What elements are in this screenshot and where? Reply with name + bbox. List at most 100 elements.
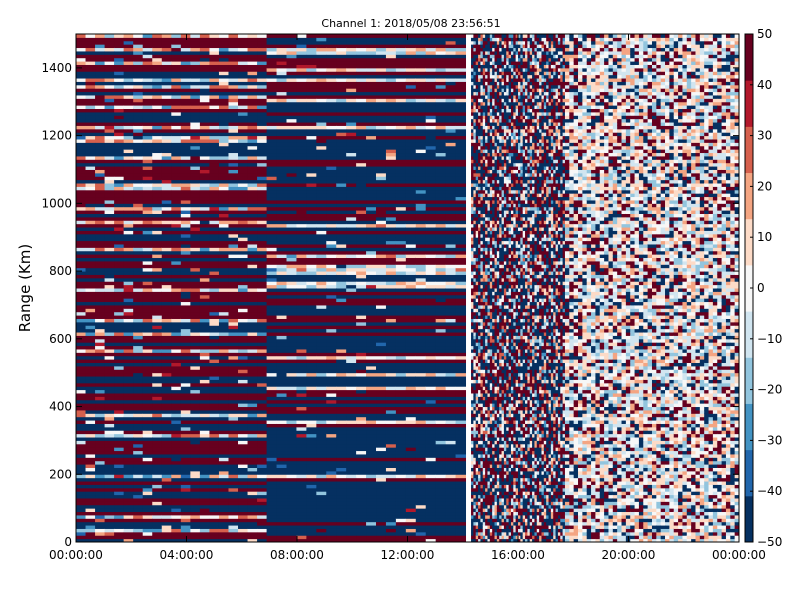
heatmap-cell xyxy=(238,220,248,224)
heatmap-cell xyxy=(248,295,258,299)
heatmap-cell xyxy=(124,318,134,322)
heatmap-cell xyxy=(219,44,229,48)
heatmap-cell xyxy=(190,440,200,444)
heatmap-cell xyxy=(267,237,277,241)
heatmap-cell xyxy=(152,305,162,309)
heatmap-cell xyxy=(143,125,153,129)
heatmap-cell xyxy=(152,474,162,478)
heatmap-cell xyxy=(105,227,115,231)
heatmap-cell xyxy=(143,251,153,255)
heatmap-cell xyxy=(356,203,366,207)
heatmap-cell xyxy=(366,434,376,438)
heatmap-cell xyxy=(152,234,162,238)
heatmap-cell xyxy=(219,119,229,123)
heatmap-cell xyxy=(219,220,229,224)
heatmap-cell xyxy=(366,451,376,455)
heatmap-cell xyxy=(316,220,326,224)
heatmap-cell xyxy=(228,420,238,424)
heatmap-cell xyxy=(356,105,366,109)
heatmap-cell xyxy=(366,518,376,522)
heatmap-cell xyxy=(386,298,396,302)
heatmap-cell xyxy=(296,288,306,292)
heatmap-cell xyxy=(386,457,396,461)
heatmap-cell xyxy=(133,244,143,248)
heatmap-cell xyxy=(152,64,162,68)
heatmap-cell xyxy=(219,85,229,89)
heatmap-cell xyxy=(76,34,86,38)
heatmap-cell xyxy=(326,315,336,319)
heatmap-cell xyxy=(376,363,386,367)
heatmap-cell xyxy=(267,386,277,390)
heatmap-cell xyxy=(366,173,376,177)
heatmap-cell xyxy=(376,217,386,221)
heatmap-cell xyxy=(228,237,238,241)
heatmap-cell xyxy=(306,156,316,160)
heatmap-cell xyxy=(219,173,229,177)
heatmap-cell xyxy=(336,54,346,58)
heatmap-cell xyxy=(152,369,162,373)
heatmap-cell xyxy=(95,251,105,255)
heatmap-cell xyxy=(219,58,229,62)
heatmap-cell xyxy=(306,495,316,499)
heatmap-cell xyxy=(86,85,96,89)
heatmap-cell xyxy=(267,437,277,441)
heatmap-cell xyxy=(257,522,267,526)
heatmap-cell xyxy=(287,247,297,251)
heatmap-cell xyxy=(124,302,134,306)
heatmap-cell xyxy=(257,176,267,180)
heatmap-cell xyxy=(200,71,210,75)
heatmap-cell xyxy=(277,393,287,397)
heatmap-cell xyxy=(124,207,134,211)
heatmap-cell xyxy=(356,474,366,478)
heatmap-cell xyxy=(376,95,386,99)
heatmap-cell xyxy=(287,217,297,221)
heatmap-cell xyxy=(306,298,316,302)
heatmap-cell xyxy=(277,451,287,455)
heatmap-cell xyxy=(209,200,219,204)
heatmap-cell xyxy=(162,322,172,326)
heatmap-cell xyxy=(287,203,297,207)
heatmap-cell xyxy=(124,71,134,75)
heatmap-cell xyxy=(76,417,86,421)
heatmap-cell xyxy=(152,109,162,113)
heatmap-cell xyxy=(209,112,219,116)
heatmap-cell xyxy=(346,329,356,333)
heatmap-cell xyxy=(346,186,356,190)
heatmap-cell xyxy=(277,34,287,38)
heatmap-cell xyxy=(190,457,200,461)
heatmap-cell xyxy=(287,430,297,434)
heatmap-cell xyxy=(356,413,366,417)
heatmap-cell xyxy=(296,335,306,339)
heatmap-cell xyxy=(105,81,115,85)
heatmap-cell xyxy=(76,81,86,85)
heatmap-cell xyxy=(346,332,356,336)
heatmap-cell xyxy=(336,281,346,285)
heatmap-cell xyxy=(143,359,153,363)
heatmap-cell xyxy=(356,346,366,350)
heatmap-cell xyxy=(346,417,356,421)
heatmap-cell xyxy=(190,346,200,350)
heatmap-cell xyxy=(346,434,356,438)
heatmap-cell xyxy=(209,427,219,431)
heatmap-cell xyxy=(346,227,356,231)
heatmap-cell xyxy=(257,515,267,519)
heatmap-cell xyxy=(296,481,306,485)
heatmap-cell xyxy=(114,285,124,289)
heatmap-cell xyxy=(326,34,336,38)
heatmap-cell xyxy=(287,132,297,136)
heatmap-cell xyxy=(248,75,258,79)
heatmap-cell xyxy=(248,393,258,397)
heatmap-cell xyxy=(171,349,181,353)
heatmap-cell xyxy=(95,34,105,38)
heatmap-cell xyxy=(209,51,219,55)
heatmap-cell xyxy=(326,95,336,99)
heatmap-cell xyxy=(238,339,248,343)
heatmap-cell xyxy=(306,386,316,390)
heatmap-cell xyxy=(86,532,96,536)
heatmap-cell xyxy=(228,217,238,221)
heatmap-cell xyxy=(336,498,346,502)
heatmap-cell xyxy=(200,369,210,373)
heatmap-cell xyxy=(133,495,143,499)
heatmap-cell xyxy=(86,176,96,180)
heatmap-cell xyxy=(336,169,346,173)
